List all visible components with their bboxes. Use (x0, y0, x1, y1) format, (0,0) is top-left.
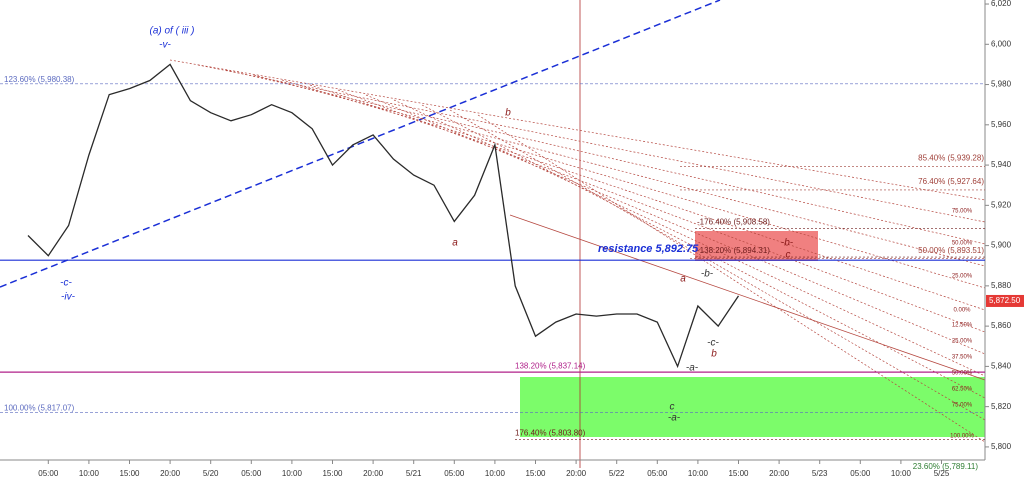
x-tick-label: 20:00 (566, 469, 587, 478)
level-label: 100.00% (5,817.07) (4, 404, 75, 413)
y-tick-label: 5,960 (991, 120, 1012, 129)
fan-label: 37.50% (952, 355, 973, 361)
resistance-label: resistance 5,892.75 (598, 243, 699, 255)
x-tick-label: 20:00 (769, 469, 790, 478)
fan-line (509, 214, 986, 381)
fan-line (169, 59, 986, 201)
y-tick-label: 5,980 (991, 80, 1012, 89)
wave-label: -iv- (61, 292, 76, 303)
level-label: -176.40% (5,908.58) (697, 217, 770, 226)
wave-label: c (786, 250, 791, 261)
level-label: 138.20% (5,837.14) (515, 361, 586, 370)
y-tick-label: 6,000 (991, 39, 1012, 48)
level-label: -138.20% (5,894.31) (697, 246, 770, 255)
level-label: 23.60% (5,789.11) (913, 462, 979, 471)
fan-label: 50.00% (952, 371, 973, 377)
target-zone (520, 377, 985, 437)
last-price-box (986, 294, 1024, 307)
fan-line (337, 89, 986, 333)
x-tick-label: 5/25 (934, 469, 950, 478)
x-tick-label: 10:00 (79, 469, 100, 478)
wave-label: -b- (781, 238, 794, 249)
wave-label: c (670, 402, 675, 413)
y-tick-label: 5,920 (991, 200, 1012, 209)
fan-label: 25.00% (952, 274, 973, 280)
level-label: 123.60% (5,980.38) (4, 75, 75, 84)
y-tick-label: 6,020 (991, 0, 1012, 8)
wave-label: -a- (686, 363, 699, 374)
x-tick-label: 15:00 (728, 469, 749, 478)
fan-label: 100.00% (950, 434, 974, 440)
last-price-label: 5,872.50 (989, 296, 1021, 305)
x-tick-label: 5/22 (609, 469, 625, 478)
x-tick-label: 10:00 (891, 469, 912, 478)
level-label: 176.40% (5,803.80) (515, 428, 586, 437)
x-tick-label: 10:00 (688, 469, 709, 478)
wave-label: -a- (668, 413, 681, 424)
x-tick-label: 5/21 (406, 469, 422, 478)
level-label: 76.40% (5,927.64) (918, 177, 984, 186)
fan-label: 62.50% (952, 387, 973, 393)
fan-label: 25.00% (952, 339, 973, 345)
fan-line (449, 109, 986, 421)
fan-label: 0.00% (953, 308, 971, 314)
x-tick-label: 15:00 (525, 469, 546, 478)
wave-label: a (452, 238, 458, 249)
wave-label: -b- (701, 269, 714, 280)
fan-line (421, 104, 986, 399)
x-tick-label: 05:00 (444, 469, 465, 478)
x-tick-label: 15:00 (322, 469, 343, 478)
wave-label: -c- (707, 338, 719, 349)
fan-label: 50.00% (952, 241, 973, 247)
fan-line (309, 84, 986, 311)
wave-label: (a) of ( iii ) (150, 26, 195, 37)
x-tick-label: 05:00 (38, 469, 59, 478)
fan-label: 75.00% (952, 209, 973, 215)
level-label: 50.00% (5,893.51) (918, 246, 984, 255)
fan-label: 12.50% (952, 323, 973, 329)
fan-label: 75.00% (952, 403, 973, 409)
x-tick-label: 15:00 (119, 469, 140, 478)
y-tick-label: 5,940 (991, 160, 1012, 169)
x-tick-label: 05:00 (850, 469, 871, 478)
y-tick-label: 5,880 (991, 281, 1012, 290)
fan-lines (169, 59, 986, 443)
x-tick-label: 20:00 (160, 469, 181, 478)
level-label: 85.40% (5,939.28) (918, 154, 984, 163)
price-line (27, 63, 740, 369)
x-tick-label: 05:00 (647, 469, 668, 478)
wave-label: b (505, 108, 511, 119)
x-tick-label: 10:00 (485, 469, 506, 478)
wave-label: a (680, 274, 686, 285)
y-tick-label: 5,800 (991, 442, 1012, 451)
x-tick-label: 5/23 (812, 469, 828, 478)
wave-label: -v- (159, 40, 171, 51)
wave-label: b (711, 349, 717, 360)
wave-label: -c- (60, 278, 72, 289)
x-tick-label: 10:00 (282, 469, 303, 478)
fan-line (393, 99, 986, 377)
y-tick-label: 5,860 (991, 321, 1012, 330)
fan-line (477, 114, 986, 443)
x-tick-label: 5/20 (203, 469, 219, 478)
y-tick-label: 5,820 (991, 402, 1012, 411)
x-tick-label: 05:00 (241, 469, 262, 478)
trend-line (0, 0, 721, 288)
y-tick-label: 5,900 (991, 241, 1012, 250)
y-tick-label: 5,840 (991, 361, 1012, 370)
resistance-zone (695, 231, 818, 261)
x-tick-label: 20:00 (363, 469, 384, 478)
